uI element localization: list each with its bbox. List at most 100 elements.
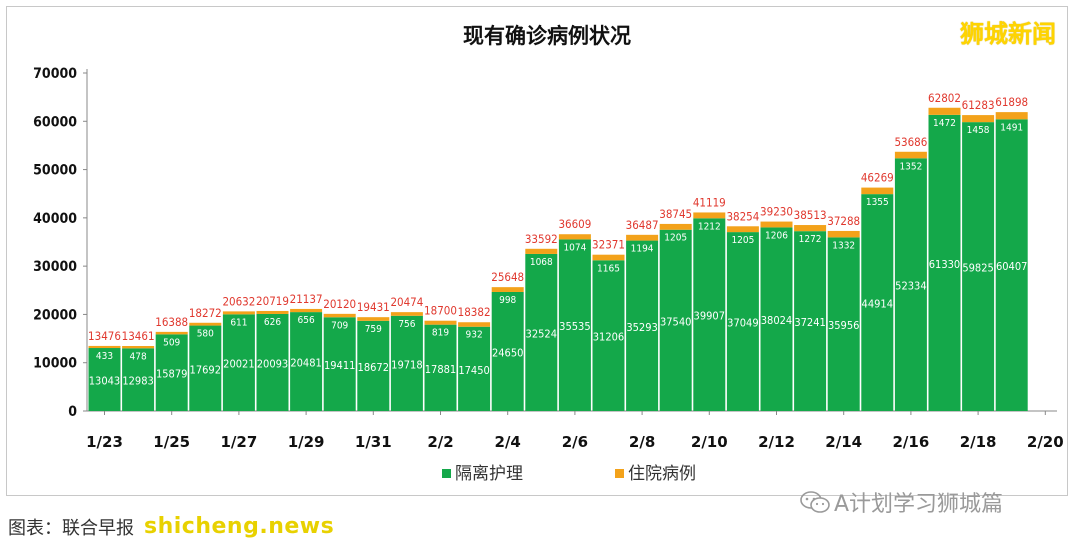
bar-hospital	[491, 287, 524, 292]
x-tick-label: 2/14	[825, 433, 862, 451]
x-tick-label: 2/2	[427, 433, 453, 451]
bar-isolation	[894, 158, 927, 411]
bar-isolation	[726, 232, 759, 411]
bar-hospital	[155, 331, 188, 335]
site-watermark: shicheng.news	[144, 514, 335, 539]
x-tick-label: 2/20	[1027, 433, 1064, 451]
data-label-hospital: 1458	[967, 125, 990, 136]
bar-isolation	[357, 320, 390, 411]
data-label-hospital: 1272	[799, 234, 822, 245]
data-label-hospital: 1205	[664, 233, 687, 244]
data-label-isolation: 37540	[660, 315, 691, 328]
bar-isolation	[88, 348, 121, 411]
y-tick-label: 50000	[33, 163, 77, 179]
bar-isolation	[424, 324, 457, 411]
data-label-hospital: 509	[163, 337, 180, 348]
bar-hospital	[827, 230, 860, 238]
data-label-isolation: 37049	[727, 317, 758, 330]
data-label-isolation: 24650	[492, 346, 523, 359]
data-label-total: 21137	[290, 292, 323, 306]
bar-isolation	[155, 334, 188, 411]
data-label-hospital: 1491	[1000, 122, 1023, 133]
data-label-total: 61898	[995, 95, 1028, 109]
legend-swatch-hospital	[615, 469, 624, 478]
data-label-hospital: 932	[466, 330, 483, 341]
data-label-isolation: 39907	[694, 310, 725, 323]
bar-isolation	[525, 253, 558, 411]
data-label-isolation: 15879	[156, 368, 187, 381]
bar-isolation	[458, 326, 491, 411]
data-label-isolation: 17450	[458, 364, 489, 377]
source-line: 图表：联合早报 shicheng.news	[8, 514, 334, 540]
bar-hospital	[558, 234, 591, 240]
y-tick-label: 0	[68, 404, 77, 420]
data-label-isolation: 38024	[761, 314, 792, 327]
bar-hospital	[928, 107, 961, 115]
data-label-hospital: 756	[398, 319, 415, 330]
y-tick-label: 20000	[33, 307, 77, 323]
bar-isolation	[794, 231, 827, 411]
chart-svg: 现有确诊病例状况 0 10000 20000 30000 40000 50000 60000…	[33, 24, 1064, 484]
y-tick-label: 70000	[33, 66, 77, 82]
wechat-watermark-text: A计划学习狮城篇	[834, 492, 1004, 517]
bar-hospital	[659, 223, 692, 230]
bar-hospital	[995, 112, 1028, 120]
data-label-total: 38745	[659, 207, 692, 221]
data-label-total: 38254	[726, 209, 759, 223]
chart-title: 现有确诊病例状况	[463, 24, 631, 48]
bar-isolation	[491, 291, 524, 411]
data-label-isolation: 61330	[929, 258, 960, 271]
bar-isolation	[659, 229, 692, 411]
data-label-hospital: 1194	[631, 244, 654, 255]
bar-isolation	[626, 240, 659, 411]
bar-hospital	[424, 320, 457, 325]
bar-isolation	[122, 348, 155, 411]
data-label-hospital: 1165	[597, 263, 620, 274]
bar-isolation	[592, 260, 625, 411]
bar-hospital	[458, 322, 491, 327]
brand-watermark: 狮城新闻	[960, 20, 1056, 48]
y-tick-label: 30000	[33, 259, 77, 275]
axes: 0 10000 20000 30000 40000 50000 60000 70000 1/23…	[33, 66, 1064, 451]
data-label-total: 25648	[491, 270, 524, 284]
bar-isolation	[928, 114, 961, 412]
data-label-isolation: 32524	[526, 327, 557, 340]
data-label-hospital: 433	[96, 351, 113, 362]
data-label-isolation: 20093	[257, 357, 288, 370]
data-label-isolation: 19718	[391, 358, 422, 371]
data-label-total: 18700	[424, 304, 457, 318]
source-label: 图表：联合早报	[8, 518, 134, 539]
data-label-isolation: 37241	[794, 316, 825, 329]
bar-hospital	[189, 322, 222, 326]
data-label-isolation: 35956	[828, 319, 859, 332]
data-label-isolation: 52334	[895, 280, 926, 293]
bar-isolation	[995, 119, 1028, 411]
data-label-isolation: 44914	[862, 298, 893, 311]
bar-isolation	[827, 237, 860, 411]
data-label-isolation: 20481	[290, 357, 321, 370]
data-label-isolation: 59825	[962, 262, 993, 275]
data-label-total: 18382	[458, 305, 491, 319]
x-tick-label: 1/31	[355, 433, 392, 451]
legend: 隔离护理 住院病例	[442, 464, 696, 484]
y-tick-label: 60000	[33, 114, 77, 130]
data-label-hospital: 709	[331, 320, 348, 331]
bar-isolation	[189, 325, 222, 411]
bar-isolation	[861, 194, 894, 411]
bar-isolation	[962, 122, 995, 412]
x-tick-label: 2/6	[562, 433, 588, 451]
bar-hospital	[894, 151, 927, 159]
data-label-hospital: 1205	[731, 235, 754, 246]
data-label-total: 20719	[256, 294, 289, 308]
data-label-total: 19431	[357, 300, 390, 314]
data-label-hospital: 1212	[698, 221, 721, 232]
data-label-total: 20474	[390, 295, 423, 309]
data-label-isolation: 12983	[122, 375, 153, 388]
bar-hospital	[390, 312, 423, 316]
data-label-total: 33592	[525, 232, 558, 246]
data-label-total: 13476	[88, 329, 121, 343]
x-tick-label: 2/8	[629, 433, 655, 451]
bar-isolation	[693, 218, 726, 411]
bar-hospital	[693, 212, 726, 219]
data-label-total: 16388	[155, 315, 188, 329]
